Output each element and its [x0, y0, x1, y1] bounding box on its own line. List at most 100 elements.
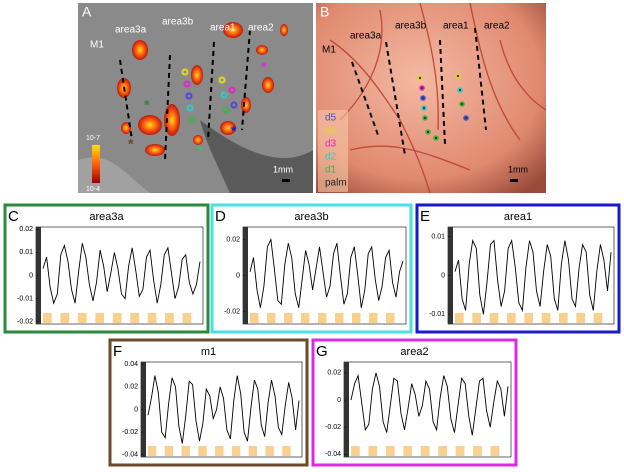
stimulus-block — [576, 313, 585, 323]
legend-entry: palm — [325, 178, 347, 189]
stimulus-block — [165, 313, 174, 323]
panel-letter: D — [215, 208, 226, 225]
panel-letter: C — [8, 208, 19, 225]
y-tick-label: 0.02 — [124, 384, 138, 391]
y-tick-label: -0.04 — [325, 451, 341, 458]
signal-line — [42, 243, 201, 305]
y-tick-label: -0.02 — [325, 424, 341, 431]
stimulus-block — [164, 446, 174, 456]
area-label: M1 — [90, 40, 104, 51]
stimulus-block — [147, 313, 157, 323]
stimulus-block — [248, 446, 258, 456]
y-tick-label: 0 — [441, 272, 445, 279]
stimulus-block — [351, 446, 360, 456]
chart-title: m1 — [201, 346, 216, 358]
y-tick-label: 0 — [134, 406, 138, 413]
stimulus-block — [369, 313, 378, 323]
panel-frame — [210, 203, 413, 334]
area-label: area2 — [484, 21, 510, 32]
stimulus-block — [507, 313, 516, 323]
stimulus-block — [524, 313, 533, 323]
stimulus-block — [420, 446, 430, 456]
panel-frame — [415, 203, 621, 334]
chart-title: area3a — [89, 211, 124, 223]
stimulus-block — [181, 446, 190, 456]
scalebar-label: 1mm — [273, 164, 293, 174]
stimulus-block — [282, 446, 291, 456]
stimulus-block — [403, 446, 413, 456]
legend-entry: d1 — [325, 165, 337, 176]
plot-area — [140, 361, 303, 458]
scale-label: 10-4 — [86, 186, 100, 193]
panel-letter: B — [320, 4, 329, 20]
y-tick-label: 0.04 — [124, 361, 138, 368]
y-tick-label: 0.02 — [19, 226, 33, 233]
stimulus-block — [352, 313, 361, 323]
signal-line — [249, 238, 404, 308]
stimulus-block — [284, 313, 293, 323]
y-tick-label: -0.04 — [122, 452, 138, 459]
axis-bar — [344, 362, 349, 457]
panel-letter: F — [113, 343, 122, 360]
stimulus-block — [541, 313, 551, 323]
area-label: area1 — [443, 21, 469, 32]
y-tick-label: 0 — [337, 397, 341, 404]
stimulus-block — [250, 313, 259, 323]
stimulus-block — [472, 313, 481, 323]
panel-a-labels: area3a area3b area1 area2 M1 10-7 10-4 1… — [86, 17, 293, 193]
axis-bar — [141, 362, 146, 457]
stimulus-block — [438, 446, 447, 456]
legend-entry: d5 — [325, 113, 337, 124]
svg-text:*: * — [144, 97, 150, 113]
y-tick-label: 0 — [236, 272, 240, 279]
stimulus-block — [231, 446, 241, 456]
stimulus-block — [593, 313, 603, 323]
y-tick-label: 0.02 — [226, 236, 240, 243]
y-tick-label: -0.01 — [429, 311, 445, 318]
y-tick-label: 0 — [29, 272, 33, 279]
stimulus-block — [559, 313, 568, 323]
stimulus-block — [301, 313, 310, 323]
legend-entry: d2 — [325, 152, 337, 163]
signal-line — [147, 375, 300, 444]
plot-area — [242, 226, 407, 325]
stimulus-block — [490, 446, 500, 456]
panel-letter: E — [420, 208, 430, 225]
stimulus-block — [43, 313, 52, 323]
stimulus-block — [265, 446, 274, 456]
panel-a-image: * * * * * — [78, 3, 313, 193]
stimulus-block — [95, 313, 105, 323]
legend-entry: d4 — [325, 126, 337, 137]
stimulus-block — [386, 313, 395, 323]
y-tick-label: -0.02 — [224, 308, 240, 315]
axis-bar — [448, 227, 453, 324]
stimulus-block — [489, 313, 499, 323]
area-label: area3a — [350, 31, 382, 42]
y-tick-label: 0.01 — [19, 249, 33, 256]
panel-frame — [3, 203, 210, 334]
scale-label: 10-7 — [86, 135, 100, 142]
area-label: area1 — [210, 23, 236, 34]
stimulus-block — [267, 313, 276, 323]
axis-bar — [243, 227, 248, 324]
signal-line — [454, 238, 612, 315]
y-tick-label: -0.01 — [17, 295, 33, 302]
stimulus-block — [60, 313, 70, 323]
stimulus-block — [335, 313, 344, 323]
legend-entry: d3 — [325, 139, 337, 150]
legend: d5 d4 d3 d2 d1 palm — [318, 110, 348, 192]
stimulus-block — [368, 446, 378, 456]
y-tick-label: -0.02 — [17, 319, 33, 326]
stimulus-block — [182, 313, 192, 323]
panel-frame — [311, 338, 518, 467]
area-label: area3a — [115, 25, 147, 36]
chart-title: area1 — [504, 211, 532, 223]
chart-title: area3b — [294, 211, 328, 223]
stimulus-block — [198, 446, 207, 456]
y-tick-label: 0.01 — [431, 234, 445, 241]
area-label: area2 — [248, 23, 274, 34]
stimulus-block — [77, 313, 87, 323]
stimulus-block — [130, 313, 139, 323]
